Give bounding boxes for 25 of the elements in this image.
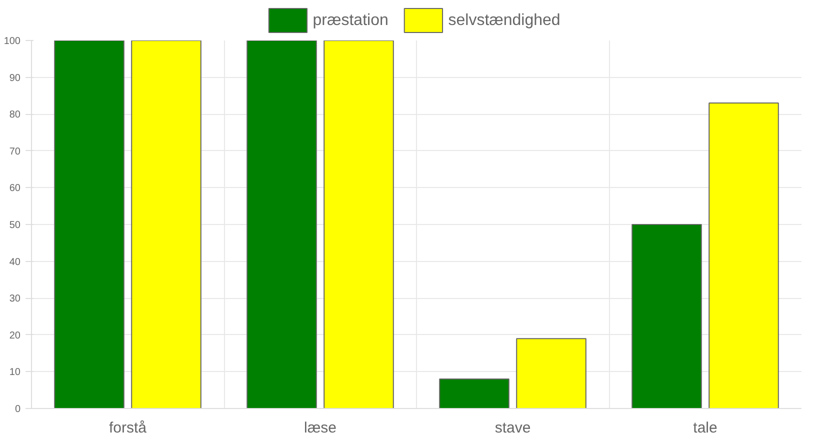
- y-tick-label: 20: [9, 330, 21, 342]
- y-tick-label: 50: [9, 220, 21, 231]
- y-tick-label: 60: [9, 183, 21, 194]
- x-tick-label: stave: [494, 420, 531, 436]
- y-tick-label: 70: [9, 146, 21, 158]
- bar: [324, 40, 394, 408]
- y-tick-label: 80: [9, 110, 21, 121]
- legend-label: selvstændighed: [448, 12, 560, 29]
- y-tick-label: 40: [9, 256, 21, 268]
- bar: [439, 378, 510, 408]
- x-tick-label: forstå: [108, 420, 148, 436]
- bar: [632, 224, 702, 408]
- bar: [131, 40, 202, 408]
- bar: [246, 40, 317, 408]
- bar: [54, 40, 124, 408]
- y-tick-label: 90: [9, 72, 21, 84]
- y-tick-label: 10: [9, 367, 21, 378]
- bar: [516, 338, 586, 408]
- x-tick-label: tale: [693, 420, 718, 436]
- y-tick-label: 30: [9, 294, 21, 305]
- x-tick-label: læse: [304, 420, 337, 436]
- legend-label: præstation: [312, 12, 388, 29]
- y-tick-label: 0: [14, 404, 21, 415]
- bar: [708, 102, 779, 408]
- y-tick-label: 100: [4, 36, 21, 47]
